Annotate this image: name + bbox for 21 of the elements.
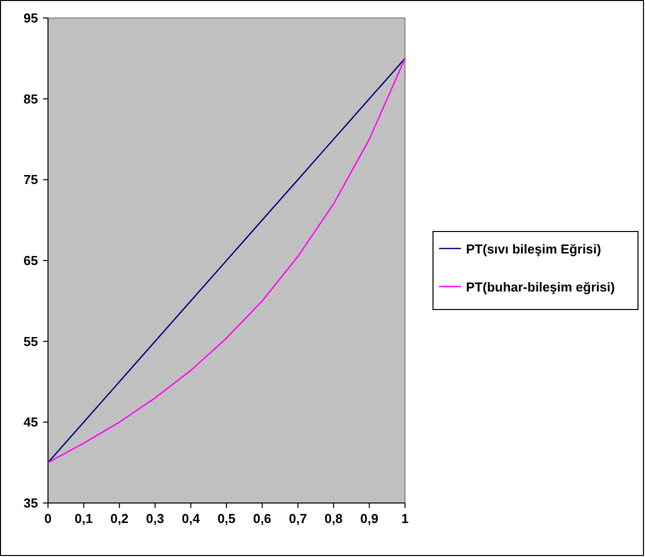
x-tick-label: 0,7	[288, 511, 307, 526]
y-tick-label: 95	[24, 10, 38, 26]
x-tick-label: 0,6	[253, 511, 272, 526]
x-tick-label: 1	[401, 511, 409, 526]
y-tick-label: 55	[24, 334, 38, 349]
y-tick-label: 65	[24, 253, 38, 268]
x-tick-label: 0,8	[324, 511, 343, 526]
x-tick-label: 0,4	[182, 511, 201, 526]
legend-label: PT(buhar-bileşim eğrisi)	[466, 280, 615, 294]
x-tick-label: 0,2	[110, 511, 128, 526]
x-tick-label: 0,3	[146, 511, 164, 526]
line-series	[47, 58, 406, 464]
x-tick-label: 0,5	[217, 511, 236, 526]
y-tick-label: 85	[24, 91, 38, 106]
x-tick-label: 0,1	[74, 511, 93, 526]
y-tick-label: 45	[24, 414, 38, 430]
y-tick-label: 75	[24, 172, 38, 188]
legend-label: PT(sıvı bileşim Eğrisi)	[466, 242, 602, 256]
x-tick-label: 0	[44, 511, 52, 526]
y-tick-label: 35	[24, 496, 38, 511]
x-tick-label: 0,9	[360, 511, 378, 526]
